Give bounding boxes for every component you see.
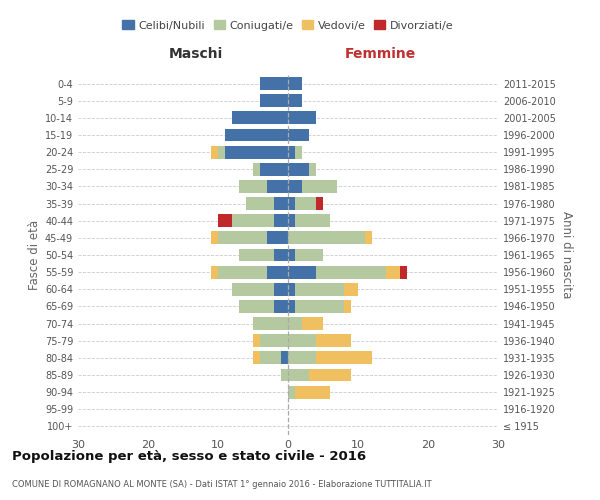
Bar — [288, 163, 309, 175]
Bar — [295, 197, 316, 210]
Bar — [288, 197, 295, 210]
Bar — [211, 232, 218, 244]
Bar — [288, 334, 316, 347]
Bar — [295, 248, 323, 262]
Bar — [344, 300, 351, 313]
Bar — [295, 214, 330, 227]
Bar — [288, 352, 316, 364]
Bar — [239, 300, 274, 313]
Bar — [274, 214, 288, 227]
Bar — [288, 214, 295, 227]
Bar — [288, 266, 316, 278]
Bar — [232, 112, 288, 124]
Bar — [344, 283, 358, 296]
Bar — [295, 283, 344, 296]
Bar — [400, 266, 407, 278]
Bar — [260, 334, 288, 347]
Bar — [246, 197, 274, 210]
Bar — [288, 112, 316, 124]
Bar — [309, 368, 351, 382]
Text: Popolazione per età, sesso e stato civile - 2016: Popolazione per età, sesso e stato civil… — [12, 450, 366, 463]
Bar — [316, 266, 386, 278]
Bar — [288, 232, 365, 244]
Bar — [386, 266, 400, 278]
Bar — [288, 180, 302, 193]
Bar — [281, 368, 288, 382]
Bar — [288, 368, 309, 382]
Bar — [274, 283, 288, 296]
Bar — [316, 197, 323, 210]
Bar — [260, 352, 281, 364]
Bar — [274, 300, 288, 313]
Bar — [267, 266, 288, 278]
Bar — [253, 334, 260, 347]
Bar — [239, 180, 267, 193]
Bar — [288, 128, 309, 141]
Bar — [302, 317, 323, 330]
Bar — [260, 77, 288, 90]
Bar — [253, 317, 288, 330]
Bar — [274, 197, 288, 210]
Bar — [253, 352, 260, 364]
Bar — [211, 266, 218, 278]
Bar — [309, 163, 316, 175]
Bar — [295, 300, 344, 313]
Bar — [218, 232, 267, 244]
Text: Maschi: Maschi — [169, 46, 223, 60]
Bar — [267, 180, 288, 193]
Bar — [302, 180, 337, 193]
Bar — [316, 334, 351, 347]
Bar — [365, 232, 372, 244]
Bar — [260, 163, 288, 175]
Bar — [288, 248, 295, 262]
Bar — [288, 146, 295, 158]
Bar — [218, 146, 225, 158]
Bar — [288, 283, 295, 296]
Text: Femmine: Femmine — [345, 46, 416, 60]
Bar — [295, 386, 330, 398]
Bar — [288, 317, 302, 330]
Bar — [232, 214, 274, 227]
Bar — [232, 283, 274, 296]
Y-axis label: Anni di nascita: Anni di nascita — [560, 212, 573, 298]
Bar — [218, 266, 267, 278]
Bar — [288, 94, 302, 107]
Legend: Celibi/Nubili, Coniugati/e, Vedovi/e, Divorziati/e: Celibi/Nubili, Coniugati/e, Vedovi/e, Di… — [118, 16, 458, 35]
Text: COMUNE DI ROMAGNANO AL MONTE (SA) - Dati ISTAT 1° gennaio 2016 - Elaborazione TU: COMUNE DI ROMAGNANO AL MONTE (SA) - Dati… — [12, 480, 431, 489]
Bar — [288, 300, 295, 313]
Bar — [295, 146, 302, 158]
Bar — [218, 214, 232, 227]
Bar — [267, 232, 288, 244]
Bar — [260, 94, 288, 107]
Y-axis label: Fasce di età: Fasce di età — [28, 220, 41, 290]
Bar — [316, 352, 372, 364]
Bar — [253, 163, 260, 175]
Bar — [225, 128, 288, 141]
Bar — [281, 352, 288, 364]
Bar — [225, 146, 288, 158]
Bar — [288, 77, 302, 90]
Bar — [211, 146, 218, 158]
Bar — [288, 386, 295, 398]
Bar — [274, 248, 288, 262]
Bar — [239, 248, 274, 262]
